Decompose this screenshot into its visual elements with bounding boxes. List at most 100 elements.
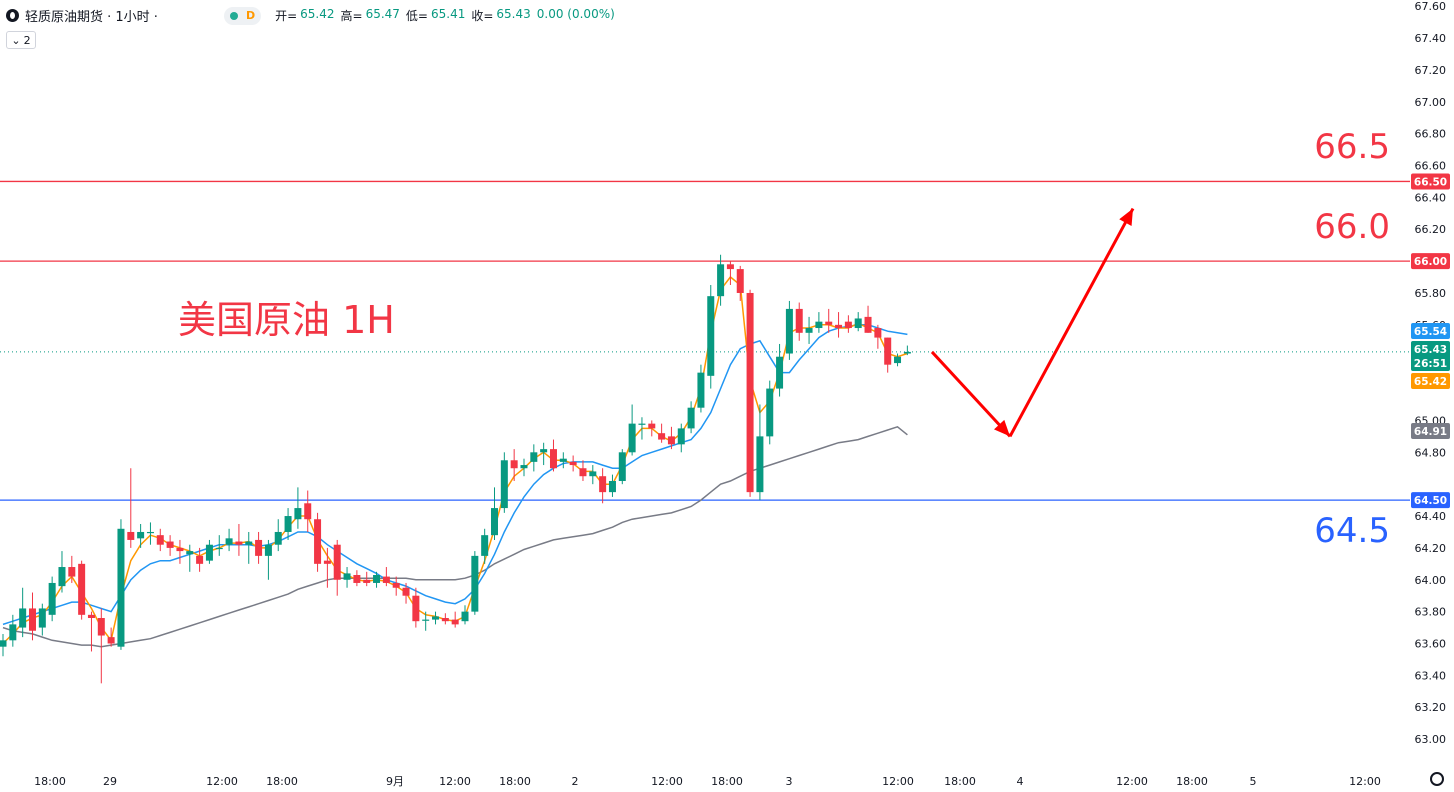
open-label: 开= xyxy=(275,9,298,23)
candle-body xyxy=(343,573,351,580)
candle-body xyxy=(549,449,557,469)
candle xyxy=(38,603,46,636)
candle-body xyxy=(894,356,902,364)
candle xyxy=(87,611,95,652)
candle xyxy=(461,605,469,625)
level-badge xyxy=(1411,492,1450,509)
candle xyxy=(274,519,282,552)
candle xyxy=(825,308,833,333)
price-tick-label: 66.40 xyxy=(1415,191,1447,204)
candle-body xyxy=(510,460,518,469)
candle xyxy=(28,592,36,641)
candle xyxy=(481,528,489,564)
arrow-up-segment xyxy=(1008,207,1135,438)
level-label: 64.5 xyxy=(1314,511,1390,551)
candle xyxy=(658,423,666,443)
indicator-toggle-button[interactable]: ⌄ 2 xyxy=(6,31,36,49)
candle-body xyxy=(461,611,469,622)
price-tick-label: 64.00 xyxy=(1415,574,1447,587)
candle xyxy=(766,380,774,445)
candle-body xyxy=(785,308,793,354)
candle xyxy=(638,417,646,440)
candle-body xyxy=(38,608,46,628)
time-tick-label: 4 xyxy=(1017,775,1024,788)
candle-body xyxy=(284,516,292,532)
candle-body xyxy=(677,428,685,445)
candle-body xyxy=(697,372,705,408)
candle-body xyxy=(333,544,341,580)
price-tick-label: 63.00 xyxy=(1415,733,1447,746)
candle-body xyxy=(864,316,872,333)
price-tick-label: 67.60 xyxy=(1415,0,1447,13)
candle-body xyxy=(373,574,381,583)
candle-body xyxy=(707,296,715,376)
candle xyxy=(432,611,440,625)
candle xyxy=(785,300,793,360)
candle xyxy=(255,531,263,564)
candle xyxy=(245,531,253,564)
price-tick-label: 67.00 xyxy=(1415,96,1447,109)
chart-annotation-title: 美国原油 1H xyxy=(178,298,395,342)
candle-body xyxy=(903,351,911,354)
candle xyxy=(677,423,685,453)
symbol-title[interactable]: 轻质原油期货 · 1小时 · xyxy=(25,10,158,25)
candle-body xyxy=(658,433,666,440)
candle xyxy=(736,265,744,301)
candle xyxy=(894,353,902,367)
candle xyxy=(451,611,459,628)
candle-body xyxy=(304,503,312,520)
time-tick-label: 18:00 xyxy=(266,775,298,788)
candle xyxy=(815,312,823,333)
candle xyxy=(0,633,7,657)
candle-body xyxy=(274,531,282,545)
candle-body xyxy=(363,579,371,583)
candle-body xyxy=(884,337,892,365)
candle xyxy=(422,611,430,631)
high-label: 高= xyxy=(340,9,363,23)
time-tick-label: 12:00 xyxy=(882,775,914,788)
candle-body xyxy=(294,508,302,520)
price-tick-label: 63.40 xyxy=(1415,669,1447,682)
candle-body xyxy=(687,407,695,429)
candle-body xyxy=(756,436,764,493)
time-axis: 18:00 29 12:00 18:00 9月 12:00 18:00 2 12:00 18:00… xyxy=(34,775,1381,788)
price-badge-text: 64.91 xyxy=(1414,426,1447,438)
price-tick-label: 65.80 xyxy=(1415,287,1447,300)
candle xyxy=(146,522,154,545)
price-badge xyxy=(1411,423,1450,439)
price-tick-label: 66.80 xyxy=(1415,128,1447,141)
candle xyxy=(618,449,626,485)
candle-body xyxy=(805,328,813,333)
projection-arrows xyxy=(930,207,1135,438)
candle xyxy=(717,254,725,306)
gear-icon[interactable] xyxy=(1430,772,1444,786)
candle-body xyxy=(795,308,803,333)
candle-body xyxy=(874,328,882,338)
candle xyxy=(805,316,813,344)
candle-body xyxy=(186,551,194,555)
candle-body xyxy=(540,449,548,453)
chart-header: 轻质原油期货 · 1小时 · D 开= 65.42 高= 65.47 低= 65.41… xyxy=(6,6,618,25)
candle-body xyxy=(382,576,390,583)
chevron-down-icon: ⌄ xyxy=(11,33,21,47)
candle-body xyxy=(491,508,498,536)
candle xyxy=(756,404,764,501)
candle xyxy=(667,426,675,450)
time-tick-label: 12:00 xyxy=(651,775,683,788)
time-tick-label: 18:00 xyxy=(34,775,66,788)
candlesticks xyxy=(0,254,911,684)
candle-body xyxy=(48,582,56,615)
candle xyxy=(314,512,322,572)
candle xyxy=(156,528,164,552)
price-tick-label: 63.20 xyxy=(1415,701,1447,714)
candle-body xyxy=(844,321,852,329)
candle xyxy=(333,539,341,596)
candle xyxy=(353,570,361,587)
candle xyxy=(48,576,56,622)
close-value: 65.43 xyxy=(496,7,531,21)
price-tick-label: 63.80 xyxy=(1415,606,1447,619)
candle xyxy=(540,442,548,466)
market-status-pill[interactable]: D xyxy=(223,6,262,25)
candle xyxy=(343,567,351,588)
